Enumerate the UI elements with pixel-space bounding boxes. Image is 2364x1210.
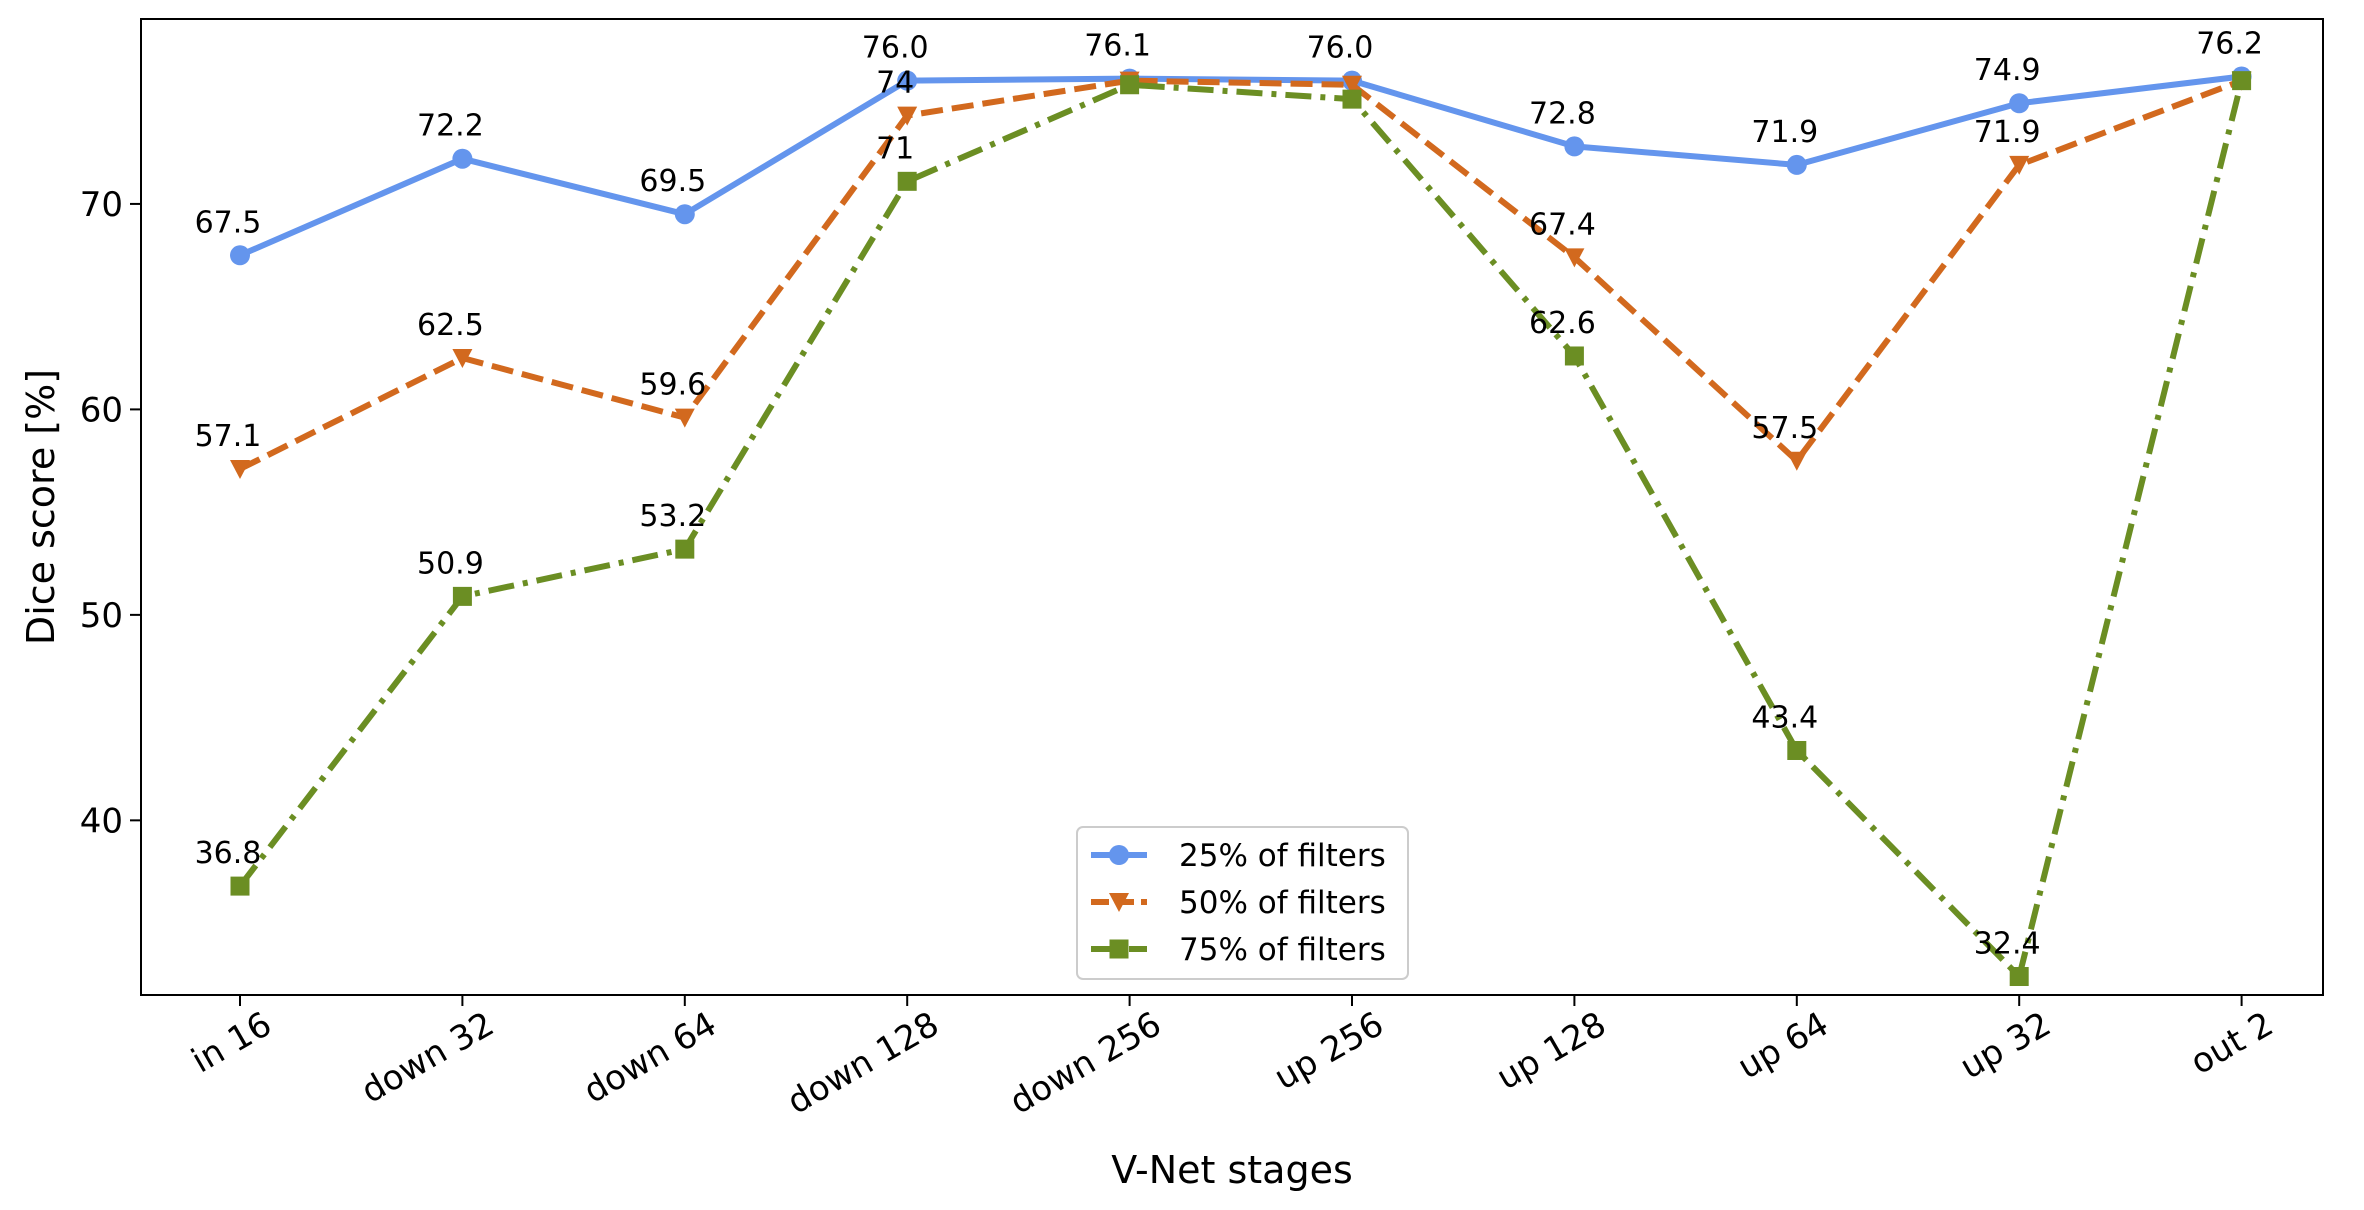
data-point <box>452 586 472 606</box>
data-point <box>230 876 250 896</box>
data-point <box>2009 93 2030 114</box>
legend-label: 50% of filters <box>1179 885 1386 921</box>
legend-marker <box>1109 893 1129 912</box>
data-label: 62.5 <box>417 308 484 343</box>
legend-label: 25% of filters <box>1179 838 1386 874</box>
x-tick-label: up 128 <box>1490 1004 1613 1098</box>
data-label: 74 <box>876 66 914 101</box>
y-tick-label: 50 <box>80 596 123 636</box>
series-3: 36.8 50.9 53.2 71 62.6 43.4 32.4 <box>195 71 2252 987</box>
data-point <box>897 171 917 191</box>
y-tick-label: 40 <box>80 801 123 841</box>
legend-label: 75% of filters <box>1179 932 1386 968</box>
series-1: 67.5 72.2 69.5 76.0 76.1 76.0 72.8 71.9 74.9 76.2 <box>195 27 2263 266</box>
data-label: 71 <box>876 131 914 166</box>
x-axis-title: V-Net stages <box>1111 1148 1353 1192</box>
x-tick-label: up 32 <box>1954 1004 2058 1087</box>
data-point <box>2232 71 2252 91</box>
data-label: 76.1 <box>1084 29 1151 64</box>
x-tick-label: down 32 <box>355 1004 501 1112</box>
data-point <box>674 204 695 225</box>
data-label: 71.9 <box>1974 115 2041 150</box>
data-point <box>1120 75 1140 95</box>
legend-box <box>1076 826 1409 980</box>
y-axis-title: Dice score [%] <box>19 369 63 645</box>
data-point <box>230 459 250 479</box>
legend-entry: 75% of filters <box>1091 932 1386 968</box>
data-point <box>675 539 695 559</box>
data-label: 62.6 <box>1529 306 1596 341</box>
data-label: 76.0 <box>1307 31 1374 66</box>
data-point <box>452 148 473 169</box>
series-line <box>237 79 2245 980</box>
data-label: 43.4 <box>1751 700 1818 735</box>
data-point <box>1564 346 1584 366</box>
data-point <box>1564 136 1585 157</box>
data-point <box>1564 248 1585 268</box>
series-line <box>238 73 2242 259</box>
x-tick-label: down 256 <box>1003 1004 1168 1122</box>
plot-frame <box>140 18 2324 996</box>
data-label: 50.9 <box>417 546 484 581</box>
x-tick-label: in 16 <box>185 1004 279 1081</box>
legend-marker <box>1109 845 1129 865</box>
x-tick-label: out 2 <box>2184 1004 2280 1083</box>
data-label: 32.4 <box>1974 927 2041 962</box>
x-tick-label: down 64 <box>577 1004 723 1112</box>
data-point <box>897 106 918 126</box>
y-tick-label: 60 <box>80 390 123 430</box>
data-label: 76.0 <box>862 31 929 66</box>
legend-marker <box>1109 939 1129 959</box>
legend-entry: 25% of filters <box>1091 838 1386 874</box>
series-2: 57.1 62.5 59.6 74 67.4 57.5 71.9 <box>195 66 2252 479</box>
data-point <box>1786 451 1807 471</box>
data-point <box>1342 75 1362 95</box>
data-point <box>897 70 918 91</box>
x-tick-label: up 64 <box>1731 1004 1835 1087</box>
series-line <box>238 77 2243 472</box>
data-label: 67.4 <box>1529 207 1596 242</box>
legend-entry: 50% of filters <box>1091 885 1386 921</box>
data-point <box>1787 740 1807 760</box>
data-label: 36.8 <box>195 836 262 871</box>
data-label: 76.2 <box>2196 27 2263 62</box>
data-label: 59.6 <box>639 368 706 403</box>
data-point <box>2009 155 2030 175</box>
data-label: 53.2 <box>639 499 706 534</box>
data-label: 57.5 <box>1751 411 1818 446</box>
data-label: 74.9 <box>1974 53 2041 88</box>
data-point <box>230 245 250 266</box>
data-label: 57.1 <box>195 419 262 454</box>
legend: 25% of filters 50% of filters 75% of filte… <box>1076 826 1409 980</box>
x-tick-label: up 256 <box>1268 1004 1391 1098</box>
data-label: 72.2 <box>417 109 484 144</box>
x-tick-label: down 128 <box>781 1004 946 1122</box>
data-point <box>674 408 695 428</box>
data-point <box>1786 154 1807 175</box>
data-label: 72.8 <box>1529 96 1596 131</box>
y-tick-label: 70 <box>80 185 123 225</box>
data-point <box>452 349 473 369</box>
data-label: 69.5 <box>639 164 706 199</box>
data-point <box>2009 967 2029 987</box>
data-point <box>1342 89 1362 109</box>
data-label: 67.5 <box>195 205 262 240</box>
data-label: 71.9 <box>1751 115 1818 150</box>
